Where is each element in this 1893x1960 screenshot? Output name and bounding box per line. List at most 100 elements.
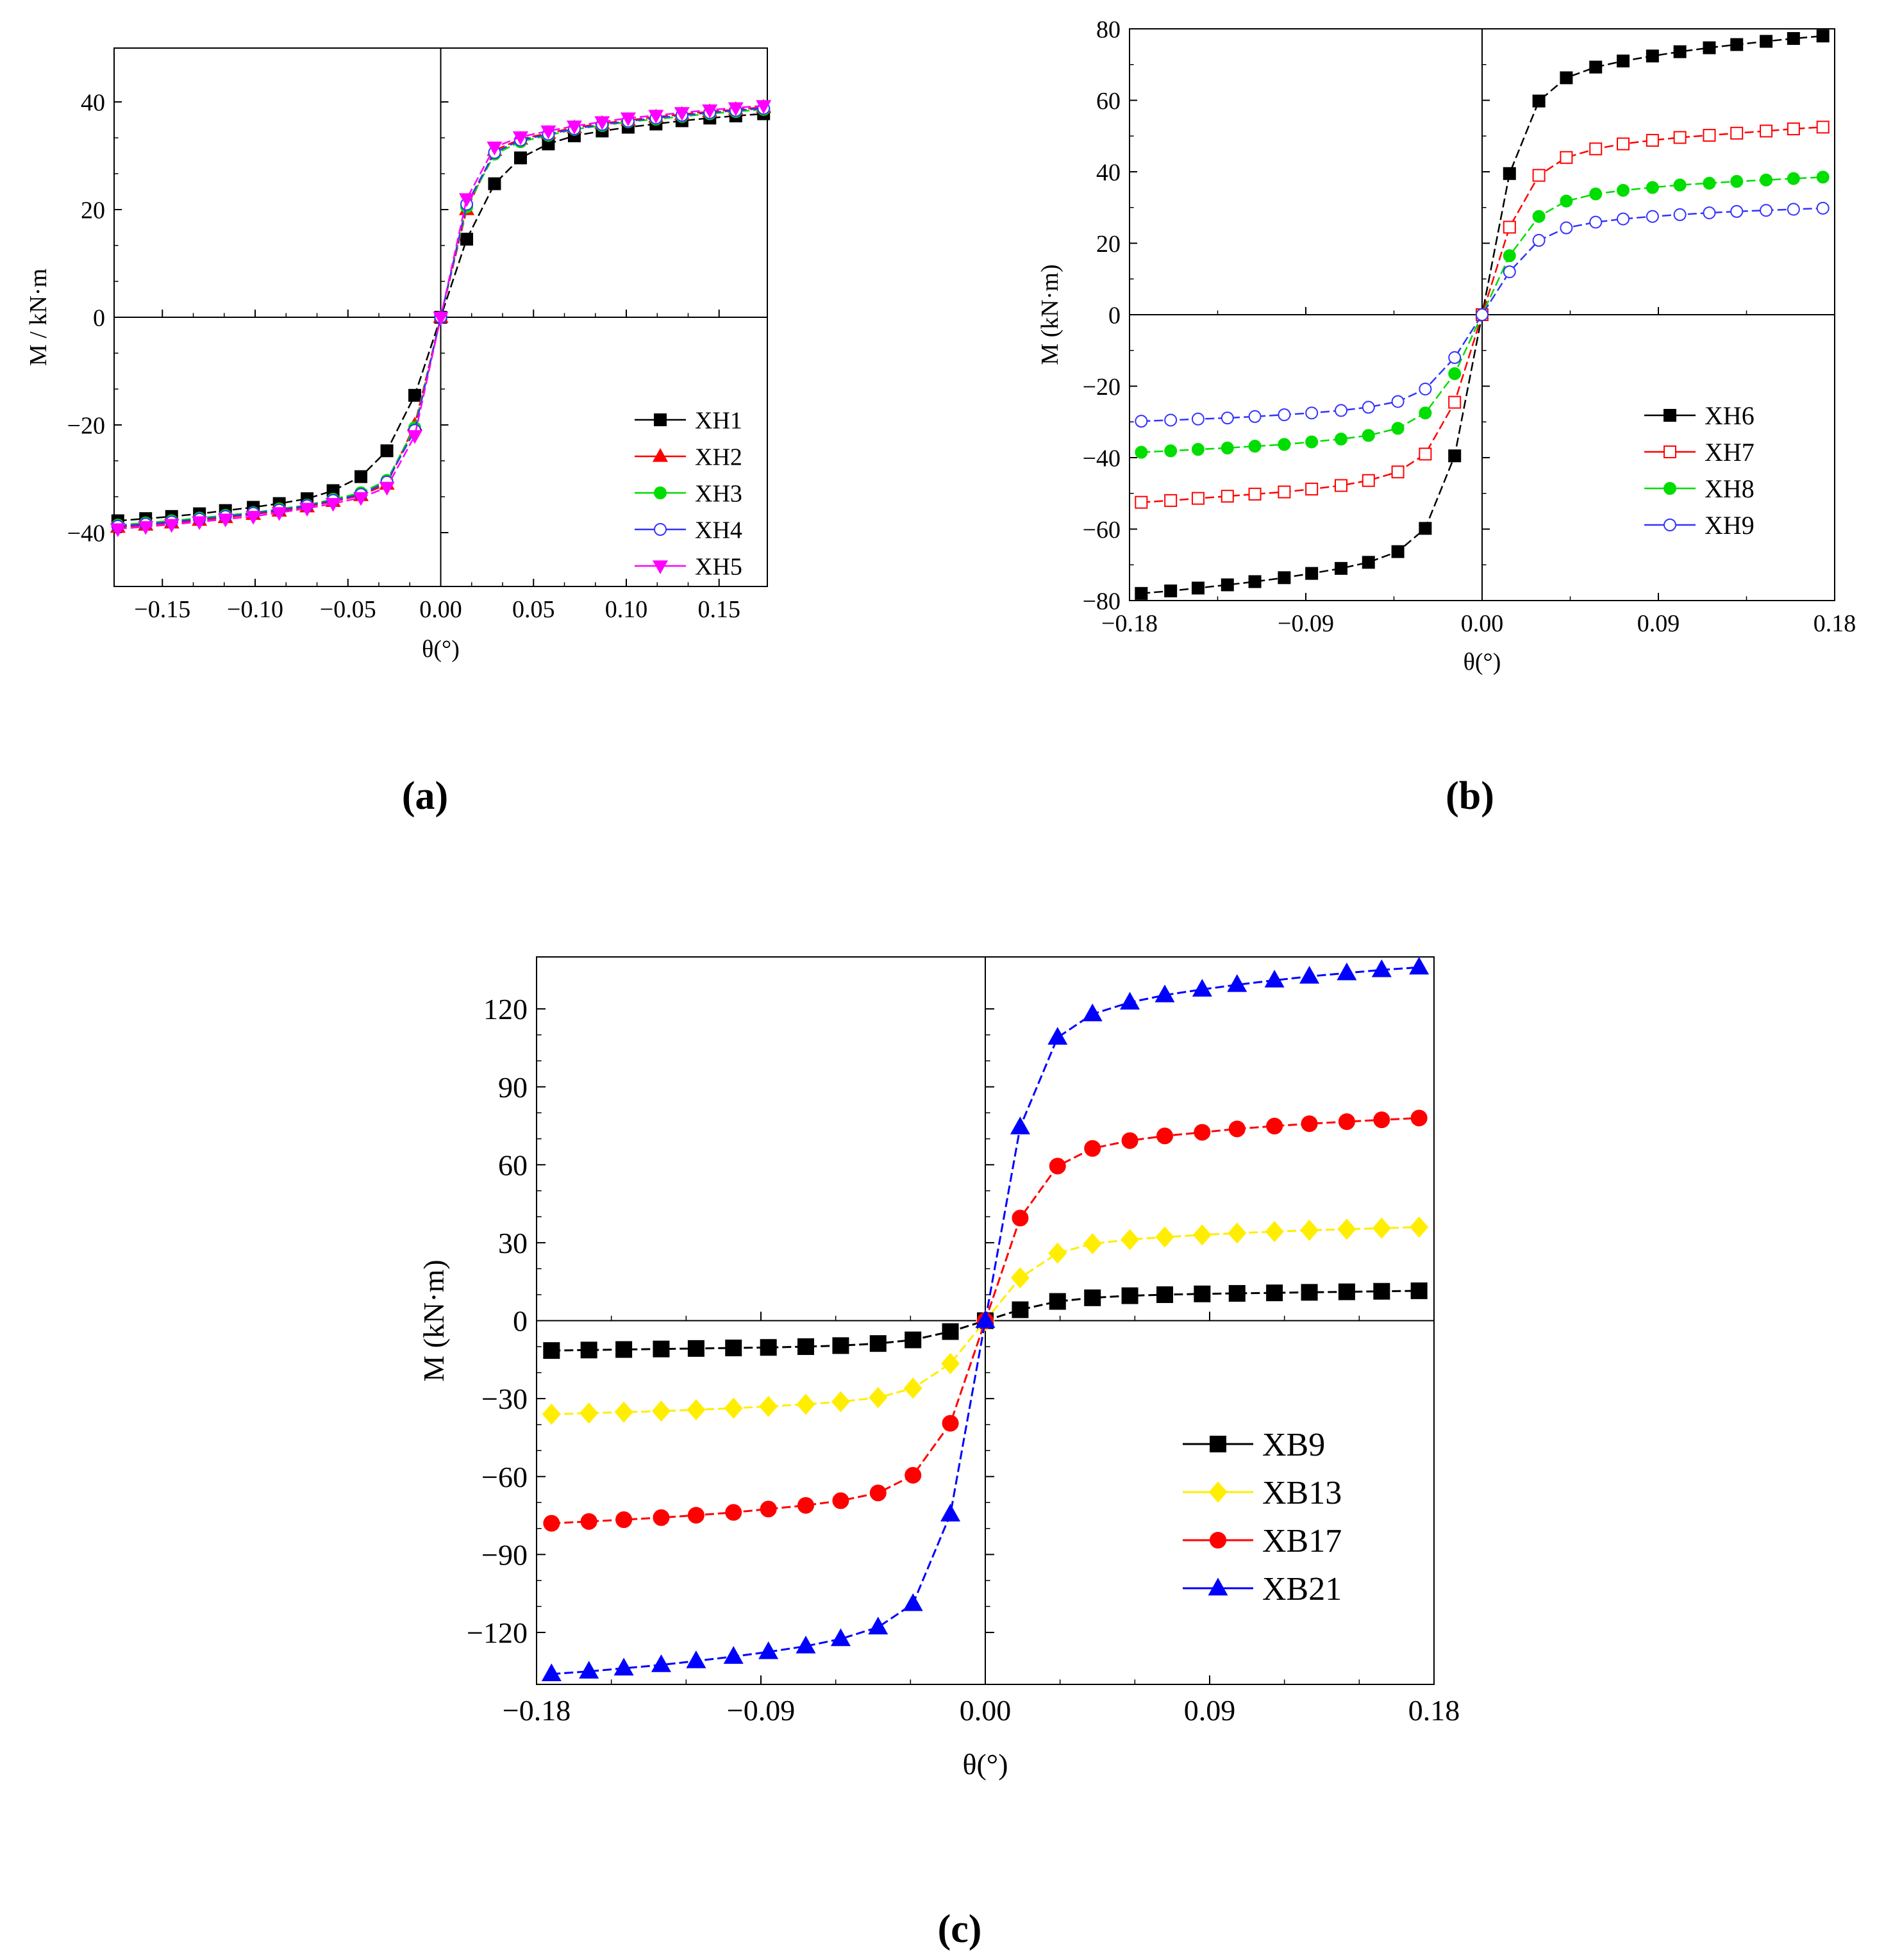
data-point xyxy=(1590,217,1601,228)
legend-marker xyxy=(1664,446,1676,458)
data-point xyxy=(1419,407,1431,419)
data-point xyxy=(1392,395,1404,407)
data-point xyxy=(1617,213,1629,225)
y-tick-label: 0 xyxy=(513,1305,528,1338)
y-tick-label: 60 xyxy=(1096,88,1121,115)
y-tick-label: 0 xyxy=(93,304,105,331)
data-point xyxy=(688,1400,705,1420)
y-tick-label: 60 xyxy=(498,1149,528,1181)
x-tick-label: 0.10 xyxy=(605,596,648,623)
y-tick-label: 20 xyxy=(81,197,105,224)
legend-label: XB17 xyxy=(1262,1523,1342,1559)
data-point xyxy=(1363,401,1374,413)
data-point xyxy=(1617,55,1629,67)
data-point xyxy=(761,1501,776,1516)
data-point xyxy=(1817,203,1829,214)
x-tick-label: 0.00 xyxy=(1461,610,1504,637)
data-point xyxy=(1157,1128,1172,1143)
legend-label: XB21 xyxy=(1262,1571,1342,1607)
legend-label: XH5 xyxy=(695,553,742,580)
x-tick-label: −0.05 xyxy=(320,596,376,623)
data-point xyxy=(1817,30,1829,42)
data-point xyxy=(1590,188,1601,200)
data-point xyxy=(1012,1210,1028,1225)
data-point xyxy=(761,1340,776,1355)
data-point xyxy=(833,1493,848,1508)
data-point xyxy=(1674,46,1686,58)
data-point xyxy=(1301,967,1319,983)
x-axis-label: θ(°) xyxy=(422,636,460,663)
data-point xyxy=(581,1342,597,1358)
data-point xyxy=(870,1388,887,1407)
data-point xyxy=(1222,579,1233,590)
x-tick-label: 0.15 xyxy=(697,596,740,623)
data-point xyxy=(1731,206,1742,217)
data-point xyxy=(1335,563,1347,574)
data-point xyxy=(798,1498,813,1513)
data-point xyxy=(1192,582,1204,594)
x-tick-label: 0.09 xyxy=(1184,1694,1236,1727)
data-point xyxy=(1249,411,1261,422)
data-point xyxy=(1222,442,1233,454)
data-point xyxy=(515,152,526,163)
data-point xyxy=(1674,209,1686,220)
legend-marker xyxy=(1664,519,1676,531)
data-point xyxy=(1278,486,1290,498)
data-point xyxy=(688,1341,704,1356)
data-point xyxy=(1194,1225,1210,1245)
data-point xyxy=(581,1514,597,1529)
legend-label: XH8 xyxy=(1705,474,1755,503)
data-point xyxy=(1165,414,1176,426)
data-point xyxy=(1374,1112,1389,1127)
data-point xyxy=(616,1341,631,1357)
data-point xyxy=(1412,1110,1427,1125)
data-point xyxy=(1135,497,1147,508)
legend-marker xyxy=(1209,1579,1227,1595)
data-point xyxy=(1373,1218,1390,1238)
data-point xyxy=(688,1507,704,1523)
x-tick-label: 0.00 xyxy=(419,596,462,623)
x-tick-label: 0.18 xyxy=(1408,1694,1460,1727)
x-tick-label: 0.18 xyxy=(1814,610,1856,637)
data-point xyxy=(1617,138,1629,150)
data-point xyxy=(1560,152,1572,163)
data-point xyxy=(1192,444,1204,455)
data-point xyxy=(1135,588,1147,599)
data-point xyxy=(1504,266,1515,278)
data-point xyxy=(1194,1125,1210,1140)
data-point xyxy=(1647,50,1658,62)
data-point xyxy=(1788,204,1799,215)
data-point xyxy=(1788,173,1799,185)
data-point xyxy=(1476,309,1488,320)
data-point xyxy=(1392,422,1404,434)
data-point xyxy=(905,1332,921,1347)
data-point xyxy=(1533,170,1545,181)
data-point xyxy=(725,1399,742,1418)
data-point xyxy=(726,1340,741,1356)
data-point xyxy=(1392,466,1404,478)
data-point xyxy=(1674,131,1686,143)
data-point xyxy=(1392,546,1404,558)
y-tick-label: −60 xyxy=(1083,517,1121,544)
y-tick-label: −60 xyxy=(481,1461,528,1493)
data-point xyxy=(1590,62,1601,73)
legend-marker xyxy=(654,561,667,572)
data-point xyxy=(1703,42,1715,54)
chart-panel-b: −0.18 −0.09 0.00 0.09 0.18−80−60−40−20020406… xyxy=(1037,16,1856,676)
legend-label: XH4 xyxy=(695,517,742,544)
legend-label: XH1 xyxy=(695,407,742,434)
y-tick-label: −20 xyxy=(67,412,105,439)
data-point xyxy=(653,1341,669,1357)
data-point xyxy=(1194,1286,1210,1302)
data-point xyxy=(1363,556,1374,568)
data-point xyxy=(905,1468,921,1483)
x-tick-label: 0.05 xyxy=(512,596,555,623)
panel-label-a: (a) xyxy=(402,774,448,818)
data-point xyxy=(1731,128,1742,139)
chart-panel-c: −0.18 −0.09 0.00 0.09 0.18−120−90−60−3003060… xyxy=(417,957,1460,1781)
data-point xyxy=(798,1339,813,1354)
data-point xyxy=(1410,958,1428,974)
data-point xyxy=(1760,204,1772,216)
data-point xyxy=(1760,125,1772,137)
data-point xyxy=(461,233,472,245)
